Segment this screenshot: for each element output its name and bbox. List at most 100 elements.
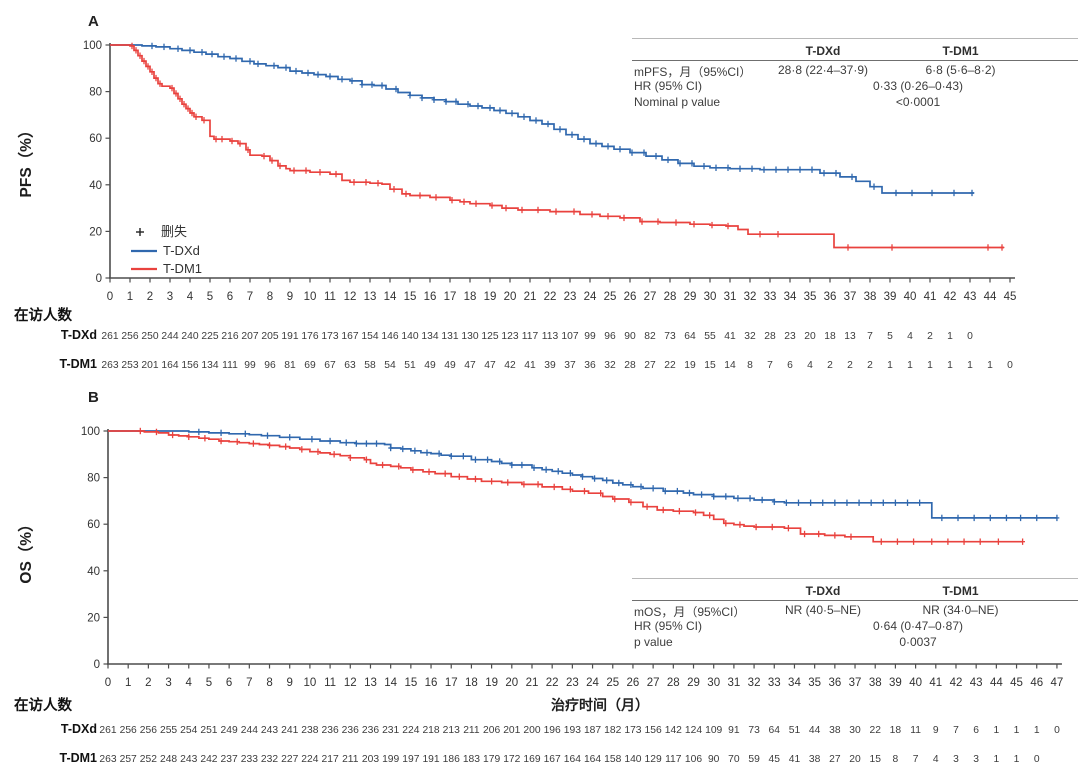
at-risk-count: 106: [685, 754, 702, 765]
at-risk-count: 3: [953, 754, 959, 765]
axes: [107, 429, 1062, 665]
axis-ticks: [105, 44, 1011, 283]
x-tick-label: 17: [444, 291, 457, 303]
x-tick-label: 18: [465, 677, 478, 689]
x-tick-label: 30: [707, 677, 720, 689]
at-risk-count: 225: [201, 331, 218, 342]
x-tick-label: 31: [724, 291, 737, 303]
at-risk-count: 196: [544, 725, 561, 736]
at-risk-count: 244: [161, 331, 178, 342]
x-tick-label: 27: [644, 291, 657, 303]
at-risk-count: 205: [261, 331, 278, 342]
at-risk-count: 5: [887, 331, 893, 342]
at-risk-count: 140: [624, 754, 641, 765]
at-risk-count: 20: [804, 331, 816, 342]
legend: 删失 T-DXd T-DM1: [131, 224, 202, 276]
x-tick-label: 27: [647, 677, 660, 689]
legend-label-t-dxd: T-DXd: [163, 243, 200, 258]
at-risk-count: 15: [869, 754, 881, 765]
x-tick-label: 2: [147, 291, 153, 303]
at-risk-count: 1: [987, 360, 993, 371]
at-risk-count: 249: [221, 725, 238, 736]
x-tick-label: 2: [145, 677, 151, 689]
at-risk-title: 在访人数: [14, 306, 72, 324]
at-risk-count: 32: [604, 360, 616, 371]
at-risk-count: 117: [522, 331, 539, 342]
x-tick-label: 7: [246, 677, 252, 689]
x-tick-label: 11: [324, 291, 336, 303]
y-tick-label: 40: [89, 180, 102, 192]
at-risk-count: 173: [321, 331, 338, 342]
x-tick-label: 19: [485, 677, 498, 689]
at-risk-row-label-t-dxd: T-DXd: [61, 722, 97, 736]
y-tick-label: 60: [87, 519, 100, 531]
row-label-mos: mOS，月（95%CI）: [634, 605, 746, 619]
pfs-chart: A0 1 2 3 4 5 6 7 8 9 10 11 12 13 14 15 16 17 18 19 20 21 22 23 2…: [14, 13, 1016, 371]
x-tick-label: 25: [604, 291, 617, 303]
at-risk-count: 90: [624, 331, 636, 342]
mpfs-tdm1-value: 6·8 (5·6–8·2): [925, 63, 996, 77]
legend-censor-label: 删失: [161, 224, 187, 239]
at-risk-count: 201: [503, 725, 520, 736]
x-tick-label: 15: [404, 291, 417, 303]
at-risk-count: 123: [501, 331, 518, 342]
at-risk-count: 73: [748, 725, 760, 736]
at-risk-count: 191: [422, 754, 439, 765]
at-risk-count: 0: [1034, 754, 1040, 765]
at-risk-count: 41: [524, 360, 536, 371]
x-tick-label: 12: [344, 677, 357, 689]
at-risk-count: 1: [927, 360, 933, 371]
at-risk-count: 107: [561, 331, 578, 342]
at-risk-count: 261: [101, 331, 118, 342]
at-risk-count: 186: [443, 754, 460, 765]
x-tick-label: 42: [944, 291, 957, 303]
at-risk-count: 243: [180, 754, 197, 765]
y-axis-title: OS（%）: [17, 516, 35, 583]
at-risk-count: 256: [140, 725, 157, 736]
at-risk-count: 238: [301, 725, 318, 736]
at-risk-count: 125: [481, 331, 498, 342]
at-risk-count: 200: [523, 725, 540, 736]
at-risk-count: 4: [933, 754, 939, 765]
at-risk-count: 0: [1007, 360, 1013, 371]
x-tick-labels: 0 1 2 3 4 5 6 7 8 9 10 11 12 13 14 15 16 17 18 19 20 21 22 23 24…: [105, 677, 1064, 689]
y-tick-label: 100: [81, 426, 100, 438]
at-risk-count: 224: [402, 725, 419, 736]
y-axis-title: PFS（%）: [17, 123, 35, 198]
x-tick-label: 1: [125, 677, 131, 689]
pfs-stats-table: T-DXd T-DM1 mPFS，月（95%CI） 28·8 (22·4–37·…: [632, 34, 1078, 109]
x-tick-label: 25: [606, 677, 619, 689]
x-tick-label: 12: [344, 291, 357, 303]
x-tick-label: 22: [544, 291, 557, 303]
os-stats-table: T-DXd T-DM1 mOS，月（95%CI） NR (40·5–NE) NR…: [632, 574, 1078, 649]
at-risk-count: 11: [910, 725, 921, 736]
x-tick-label: 24: [586, 677, 599, 689]
at-risk-count: 111: [222, 360, 238, 371]
table-rule-top: [632, 38, 1078, 39]
x-tick-label: 29: [684, 291, 697, 303]
at-risk-count: 191: [281, 331, 298, 342]
y-tick-labels: 0 20 40 60 80 100: [83, 40, 102, 285]
x-tick-label: 5: [206, 677, 212, 689]
x-tick-label: 14: [384, 291, 397, 303]
x-tick-label: 5: [207, 291, 213, 303]
at-risk-count: 142: [665, 725, 682, 736]
x-tick-label: 6: [226, 677, 232, 689]
at-risk-row-label-t-dm1: T-DM1: [60, 751, 98, 765]
at-risk-count: 1: [1014, 725, 1020, 736]
x-tick-label: 31: [727, 677, 740, 689]
at-risk-count: 241: [281, 725, 298, 736]
at-risk-count: 38: [829, 725, 841, 736]
x-tick-label: 33: [768, 677, 781, 689]
at-risk-count: 244: [241, 725, 258, 736]
os-chart: B0 1 2 3 4 5 6 7 8 9 10 11 12 13 14 15 16 17 18 19 20 21 22 23 2…: [14, 389, 1064, 765]
at-risk-count: 217: [321, 754, 338, 765]
x-tick-label: 39: [889, 677, 902, 689]
at-risk-count: 216: [221, 331, 238, 342]
x-tick-label: 20: [504, 291, 517, 303]
at-risk-count: 250: [141, 331, 158, 342]
at-risk-count: 187: [584, 725, 601, 736]
x-tick-label: 10: [304, 291, 317, 303]
at-risk-count: 218: [422, 725, 439, 736]
x-tick-label: 11: [324, 677, 336, 689]
